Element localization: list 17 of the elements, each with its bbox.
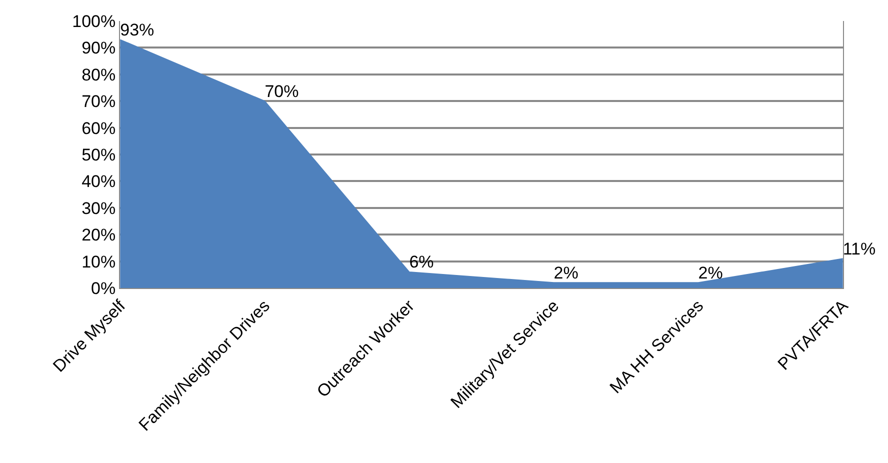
data-label: 6% <box>409 252 434 272</box>
y-tick-label: 10% <box>82 252 116 272</box>
y-tick-label: 0% <box>91 278 116 298</box>
y-tick-label: 70% <box>82 92 116 112</box>
y-tick-label: 80% <box>82 65 116 84</box>
y-tick-label: 60% <box>82 118 116 138</box>
data-label: 2% <box>698 263 723 282</box>
y-tick-label: 100% <box>72 12 116 31</box>
data-label: 70% <box>264 82 299 101</box>
data-label: 93% <box>120 20 154 40</box>
y-tick-label: 20% <box>82 226 116 245</box>
data-label: 2% <box>554 263 578 282</box>
y-tick-label: 90% <box>82 38 116 58</box>
y-tick-label: 40% <box>82 172 116 192</box>
data-label: 11% <box>842 239 876 258</box>
y-tick-label: 50% <box>82 145 116 164</box>
y-tick-label: 30% <box>82 198 116 218</box>
